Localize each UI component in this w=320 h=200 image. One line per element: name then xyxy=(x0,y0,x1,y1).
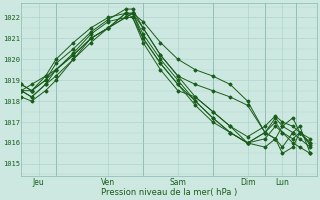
X-axis label: Pression niveau de la mer( hPa ): Pression niveau de la mer( hPa ) xyxy=(101,188,237,197)
